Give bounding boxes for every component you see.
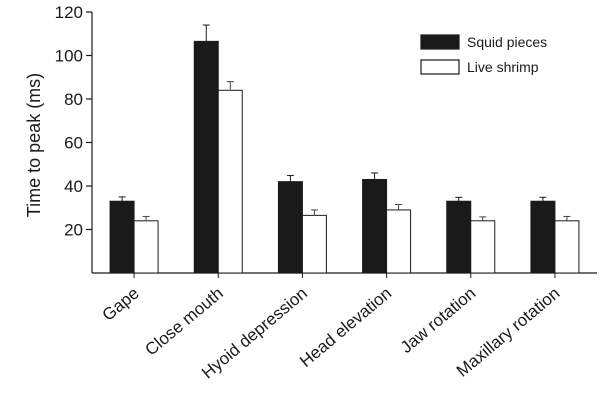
legend: Squid pieces Live shrimp — [420, 34, 547, 75]
x-tick-label: Close mouth — [141, 284, 226, 360]
bar-squid-pieces — [362, 178, 388, 274]
legend-label-squid-pieces: Squid pieces — [467, 34, 547, 50]
y-tick-label: 100 — [55, 47, 83, 66]
legend-swatch-squid-pieces — [420, 34, 460, 50]
y-axis-label: Time to peak (ms) — [24, 73, 44, 217]
bar-squid-pieces — [446, 200, 472, 274]
bar-squid-pieces — [277, 181, 303, 274]
bar-squid-pieces — [193, 40, 219, 274]
y-tick-label: 120 — [55, 3, 83, 22]
bar-squid-pieces — [530, 200, 556, 274]
y-tick-label: 80 — [64, 90, 83, 109]
bar-live-shrimp — [133, 220, 159, 274]
x-tick-label: Head elevation — [296, 284, 395, 371]
bar-live-shrimp — [217, 89, 243, 274]
x-tick-label: Jaw rotation — [397, 284, 479, 357]
y-tick-label: 20 — [64, 221, 83, 240]
y-tick-label: 60 — [64, 134, 83, 153]
bar-live-shrimp — [301, 214, 327, 274]
bar-squid-pieces — [109, 200, 135, 274]
y-tick-label: 40 — [64, 177, 83, 196]
bar-live-shrimp — [554, 220, 580, 274]
bar-live-shrimp — [470, 220, 496, 274]
bar-live-shrimp — [386, 209, 412, 274]
legend-label-live-shrimp: Live shrimp — [467, 59, 539, 75]
x-tick-label: Gape — [99, 284, 143, 325]
legend-swatch-live-shrimp — [420, 59, 460, 75]
